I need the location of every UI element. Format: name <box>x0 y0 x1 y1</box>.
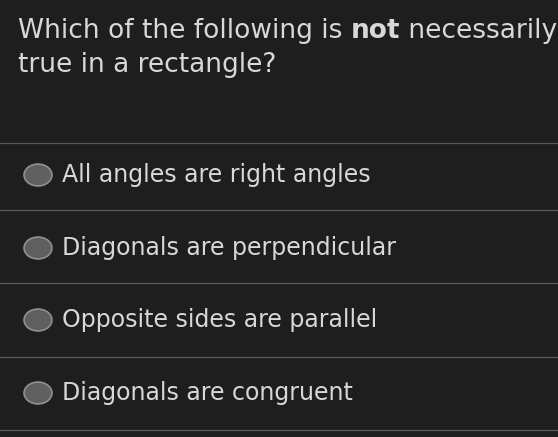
Text: Opposite sides are parallel: Opposite sides are parallel <box>62 308 377 332</box>
Text: Diagonals are congruent: Diagonals are congruent <box>62 381 353 405</box>
Text: not: not <box>351 18 400 44</box>
Text: All angles are right angles: All angles are right angles <box>62 163 371 187</box>
Text: true in a rectangle?: true in a rectangle? <box>18 52 276 78</box>
Text: necessarily: necessarily <box>400 18 557 44</box>
Text: Which of the following is: Which of the following is <box>18 18 351 44</box>
Text: Diagonals are perpendicular: Diagonals are perpendicular <box>62 236 396 260</box>
